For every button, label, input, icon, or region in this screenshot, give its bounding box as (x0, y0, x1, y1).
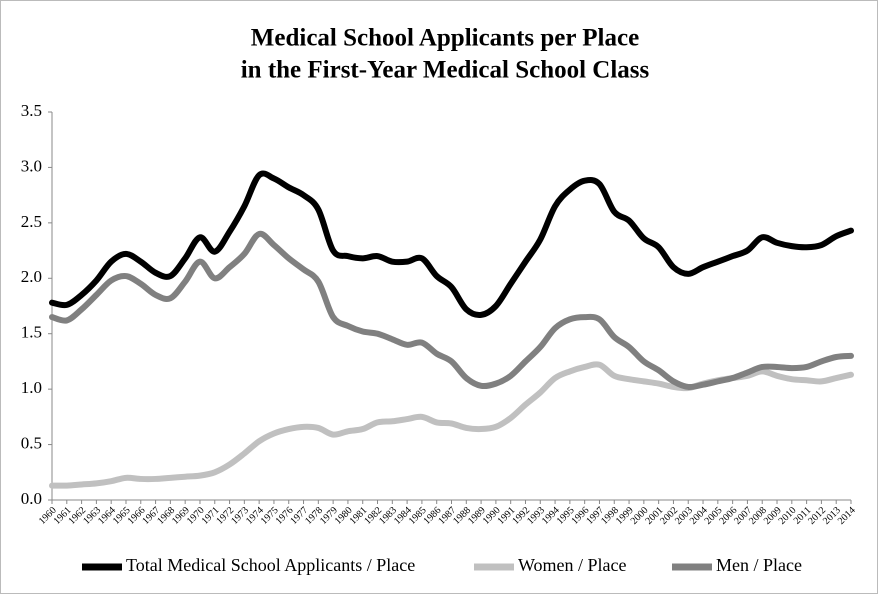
y-tick-label: 0.0 (21, 489, 42, 508)
y-tick-label: 1.5 (21, 323, 42, 342)
y-tick-label: 1.0 (21, 378, 42, 397)
chart-title: Medical School Applicants per Place (251, 25, 639, 52)
legend-label: Total Medical School Applicants / Place (126, 555, 415, 575)
y-tick-label: 2.0 (21, 267, 42, 286)
y-tick-label: 3.0 (21, 156, 42, 175)
y-tick-label: 0.5 (21, 433, 42, 452)
line-series (49, 170, 854, 318)
line-series (49, 230, 854, 391)
legend-label: Men / Place (716, 555, 802, 575)
y-tick-label: 2.5 (21, 212, 42, 231)
legend-label: Women / Place (518, 555, 627, 575)
chart-title: in the First-Year Medical School Class (241, 57, 650, 84)
y-tick-label: 3.5 (21, 101, 42, 120)
